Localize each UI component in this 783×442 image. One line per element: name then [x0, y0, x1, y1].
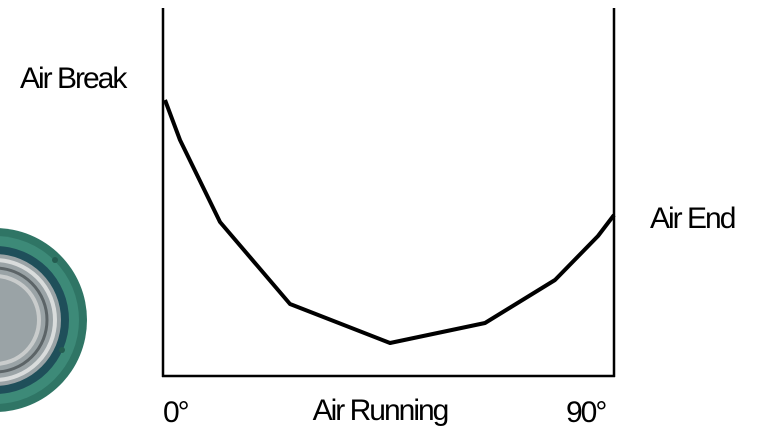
label-air-break: Air Break: [20, 62, 128, 95]
label-air-end: Air End: [650, 202, 735, 235]
label-air-running: Air Running: [313, 394, 448, 427]
curve: [163, 99, 616, 345]
label-end: 90°: [566, 396, 606, 429]
valve-illustration: [0, 228, 87, 412]
label-start: 0°: [163, 396, 189, 429]
